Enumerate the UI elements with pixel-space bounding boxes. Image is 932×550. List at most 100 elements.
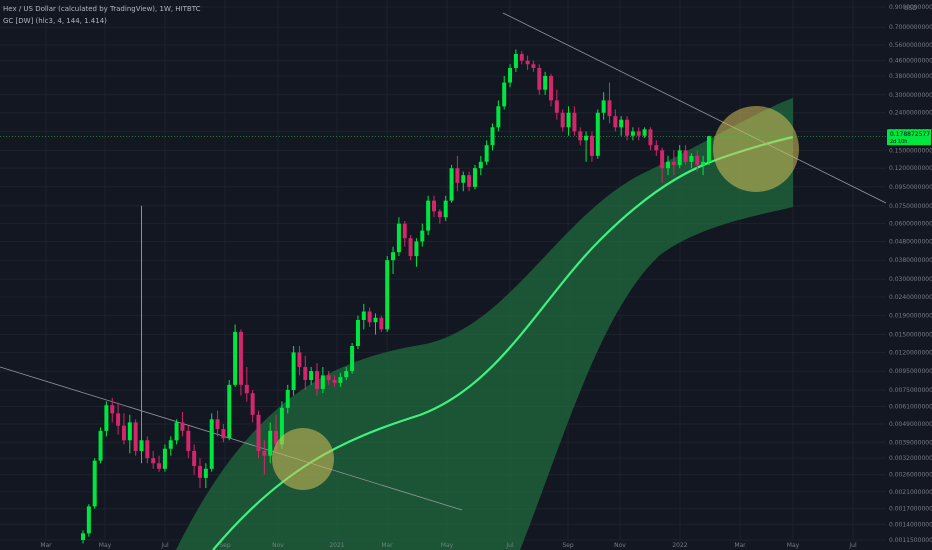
- candle-body: [396, 223, 401, 253]
- candle-body: [695, 155, 700, 165]
- candle: [250, 389, 255, 423]
- candle: [244, 366, 249, 402]
- candle-body: [560, 112, 565, 128]
- candle: [326, 371, 331, 385]
- candle-body: [86, 506, 91, 534]
- candle: [660, 147, 665, 183]
- indicator-label[interactable]: GC [DW] (hlc3, 4, 144, 1.414): [3, 17, 107, 25]
- candle: [256, 410, 261, 459]
- y-tick-label: 0.00320000000: [889, 455, 932, 462]
- candle-body: [455, 168, 460, 183]
- candle: [461, 171, 466, 192]
- x-tick-label: Sep: [219, 542, 231, 549]
- candle: [338, 372, 343, 387]
- candle-body: [484, 145, 489, 162]
- highlight-circles: [272, 106, 799, 490]
- x-tick-label: 2022: [672, 542, 687, 549]
- candle-body: [332, 379, 337, 383]
- highlight-circle-2020: [272, 428, 334, 490]
- symbol-title[interactable]: Hex / US Dollar (calculated by TradingVi…: [3, 5, 201, 13]
- candle: [168, 436, 173, 456]
- candle-body: [385, 260, 390, 330]
- candle-body: [274, 430, 279, 445]
- candle: [379, 315, 384, 332]
- candle-body: [666, 161, 670, 169]
- candle-body: [116, 413, 121, 426]
- y-tick-label: 0.00490000000: [889, 421, 932, 428]
- candle-body: [706, 136, 711, 162]
- y-tick-label: 0.00950000000: [889, 368, 932, 375]
- y-tick-label: 0.12000000000: [889, 165, 932, 172]
- candle-body: [367, 311, 372, 323]
- candle-body: [549, 75, 553, 101]
- candle: [133, 419, 138, 456]
- candle: [209, 413, 214, 472]
- y-tick-label: 0.00260000000: [889, 472, 932, 479]
- candle: [601, 92, 606, 120]
- candle: [174, 419, 179, 445]
- candle-body: [502, 82, 507, 107]
- candle-body: [648, 129, 653, 146]
- y-tick-label: 0.00750000000: [889, 387, 932, 394]
- candle-body: [636, 131, 641, 136]
- candle-body: [625, 119, 630, 136]
- x-axis[interactable]: Mar May Jul Sep Nov 2021 Mar May Jul Sep Nov 2022 Ma…: [40, 542, 857, 549]
- candle-body: [519, 54, 524, 61]
- y-tick-label: 0.46000000000: [889, 58, 932, 65]
- candle-body: [391, 252, 396, 261]
- candle: [543, 71, 548, 95]
- candle-body: [145, 440, 150, 459]
- candle: [648, 127, 653, 151]
- y-tick-label: 0.00390000000: [889, 439, 932, 446]
- candle-body: [437, 211, 442, 218]
- candle-body: [402, 223, 407, 239]
- candle-body: [350, 345, 355, 372]
- candle-body: [373, 317, 378, 323]
- y-axis[interactable]: 0.90000000000 0.70000000000 0.56000000000 0…: [889, 4, 932, 544]
- candle-body: [133, 422, 138, 451]
- candle-body: [186, 430, 191, 451]
- y-tick-label: 0.09500000000: [889, 184, 932, 191]
- x-tick-label: 2021: [329, 542, 344, 549]
- candle: [408, 235, 413, 261]
- candle: [233, 324, 238, 387]
- candle-body: [303, 366, 308, 380]
- candle: [554, 89, 559, 120]
- candle: [315, 363, 319, 396]
- candle-body: [127, 422, 132, 441]
- candle-body: [508, 67, 513, 83]
- candle: [215, 410, 220, 437]
- candle: [513, 49, 518, 72]
- x-tick-label: May: [99, 542, 112, 549]
- candle: [625, 116, 630, 141]
- candle: [291, 345, 296, 396]
- highlight-circle-2022: [713, 106, 799, 192]
- candle: [420, 223, 425, 247]
- candles: [81, 49, 711, 544]
- y-tick-label: 0.15000000000: [889, 147, 932, 154]
- candle-body: [110, 405, 115, 414]
- candle: [127, 414, 132, 454]
- y-tick-label: 0.90000000000: [889, 4, 932, 11]
- candle-body: [104, 405, 109, 431]
- candle-body: [660, 150, 665, 169]
- y-tick-label: 0.03800000000: [889, 257, 932, 264]
- candle: [262, 440, 267, 475]
- candle-body: [285, 389, 290, 408]
- candle: [706, 135, 711, 165]
- candle-body: [642, 129, 647, 136]
- candle-body: [432, 200, 436, 212]
- candle: [619, 116, 624, 136]
- candle-body: [537, 67, 542, 90]
- candle: [455, 155, 460, 192]
- candle: [537, 64, 542, 95]
- y-tick-label: 0.02400000000: [889, 294, 932, 301]
- candle: [139, 205, 144, 464]
- candle: [478, 155, 483, 176]
- candle: [110, 397, 115, 423]
- candle: [584, 131, 589, 162]
- candle: [98, 427, 103, 464]
